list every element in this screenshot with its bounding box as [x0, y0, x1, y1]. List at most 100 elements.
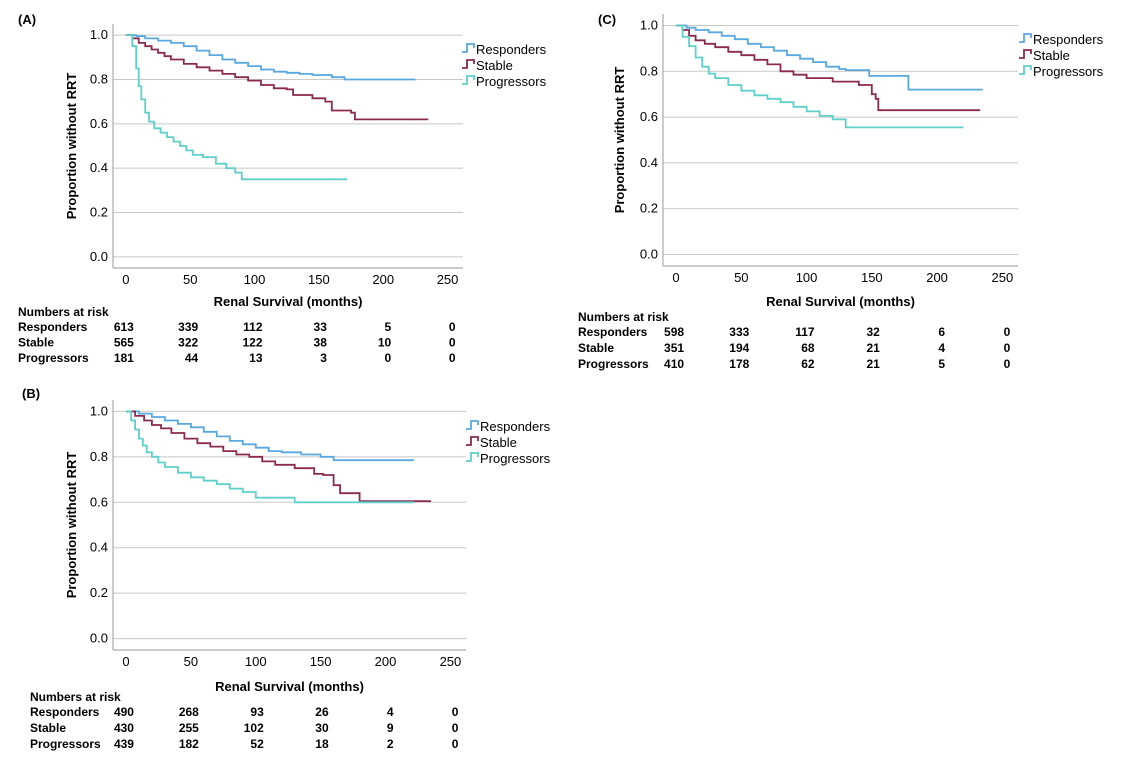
risk-count: 0 [385, 351, 392, 365]
legend-label-stable: Stable [480, 435, 517, 450]
y-tick-label: 0.0 [90, 249, 108, 264]
y-tick-label: 0.4 [90, 540, 108, 555]
risk-count: 0 [449, 336, 456, 350]
risk-count: 194 [729, 341, 749, 355]
risk-count: 0 [449, 320, 456, 334]
risk-table-title: Numbers at risk [30, 690, 121, 704]
risk-count: 38 [314, 336, 328, 350]
risk-count: 44 [185, 351, 199, 365]
x-tick-label: 200 [372, 272, 394, 287]
risk-count: 6 [938, 325, 945, 339]
risk-count: 598 [664, 325, 684, 339]
risk-count: 3 [320, 351, 327, 365]
legend-swatch-progressors [466, 452, 479, 462]
panel-label: (A) [18, 12, 36, 27]
legend-label-stable: Stable [1033, 48, 1070, 63]
legend-swatch-responders [466, 420, 479, 430]
legend-label-stable: Stable [476, 58, 513, 73]
risk-count: 13 [249, 351, 263, 365]
risk-count: 333 [729, 325, 749, 339]
x-axis-title: Renal Survival (months) [215, 679, 364, 694]
risk-count: 182 [179, 737, 199, 751]
risk-count: 181 [114, 351, 134, 365]
risk-row-label: Responders [578, 325, 648, 339]
y-tick-label: 0.6 [90, 116, 108, 131]
y-axis-title: Proportion without RRT [612, 67, 627, 214]
risk-count: 0 [1004, 341, 1011, 355]
km-panel-a: (A)0.00.20.40.60.81.00 50 100 150 200 250Rena… [18, 12, 547, 365]
risk-count: 490 [114, 705, 134, 719]
y-tick-label: 1.0 [90, 403, 108, 418]
risk-count: 322 [178, 336, 198, 350]
series-line-responders [126, 410, 415, 462]
legend-swatch-responders [462, 43, 475, 53]
risk-count: 178 [729, 357, 749, 371]
y-tick-label: 0.4 [90, 160, 108, 175]
risk-count: 52 [250, 737, 264, 751]
risk-count: 339 [178, 320, 198, 334]
risk-count: 0 [452, 737, 459, 751]
x-tick-label: 100 [245, 654, 267, 669]
x-axis-title: Renal Survival (months) [214, 294, 363, 309]
series-line-progressors [125, 34, 348, 181]
km-panel-c: (C)0.00.20.40.60.81.00 50 100 150 200 250Rena… [578, 12, 1104, 371]
risk-count: 5 [938, 357, 945, 371]
series-line-stable [676, 24, 981, 112]
legend-label-progressors: Progressors [476, 74, 547, 89]
risk-count: 62 [801, 357, 815, 371]
risk-row-label: Responders [30, 705, 100, 719]
y-tick-label: 0.8 [640, 63, 658, 78]
y-axis-title: Proportion without RRT [64, 452, 79, 599]
series-line-progressors [126, 410, 415, 504]
risk-count: 9 [387, 721, 394, 735]
risk-count: 0 [1004, 325, 1011, 339]
risk-count: 21 [866, 341, 880, 355]
risk-count: 68 [801, 341, 815, 355]
risk-count: 4 [938, 341, 945, 355]
legend-label-progressors: Progressors [480, 451, 551, 466]
risk-row-label: Stable [18, 336, 54, 350]
risk-count: 0 [1004, 357, 1011, 371]
risk-count: 4 [387, 705, 394, 719]
risk-count: 33 [314, 320, 328, 334]
series-line-stable [125, 34, 429, 121]
risk-count: 2 [387, 737, 394, 751]
risk-row-label: Responders [18, 320, 88, 334]
x-tick-label: 150 [308, 272, 330, 287]
y-tick-label: 0.0 [640, 247, 658, 262]
x-tick-label: 150 [861, 270, 883, 285]
risk-count: 351 [664, 341, 684, 355]
x-tick-label: 100 [244, 272, 266, 287]
legend-swatch-progressors [1019, 65, 1032, 75]
y-tick-label: 0.8 [90, 449, 108, 464]
y-tick-label: 0.0 [90, 631, 108, 646]
y-tick-label: 0.2 [640, 201, 658, 216]
x-tick-label: 0 [122, 272, 129, 287]
risk-count: 439 [114, 737, 134, 751]
y-tick-label: 0.2 [90, 585, 108, 600]
y-axis-title: Proportion without RRT [64, 73, 79, 220]
risk-count: 0 [452, 705, 459, 719]
risk-count: 32 [866, 325, 880, 339]
legend-swatch-progressors [462, 75, 475, 85]
y-tick-label: 0.6 [640, 109, 658, 124]
legend-label-responders: Responders [476, 42, 547, 57]
risk-row-label: Progressors [18, 351, 89, 365]
y-tick-label: 0.4 [640, 155, 658, 170]
risk-count: 410 [664, 357, 684, 371]
panel-label: (C) [598, 12, 616, 27]
risk-count: 30 [315, 721, 329, 735]
risk-count: 112 [243, 320, 263, 334]
risk-count: 268 [179, 705, 199, 719]
legend-label-progressors: Progressors [1033, 64, 1104, 79]
y-tick-label: 0.8 [90, 71, 108, 86]
panel-label: (B) [22, 386, 40, 401]
risk-count: 18 [315, 737, 329, 751]
risk-table-title: Numbers at risk [578, 310, 669, 324]
legend-swatch-stable [466, 436, 479, 446]
series-line-progressors [676, 24, 964, 129]
legend-label-responders: Responders [480, 419, 551, 434]
x-tick-label: 250 [437, 272, 459, 287]
y-tick-label: 0.2 [90, 205, 108, 220]
